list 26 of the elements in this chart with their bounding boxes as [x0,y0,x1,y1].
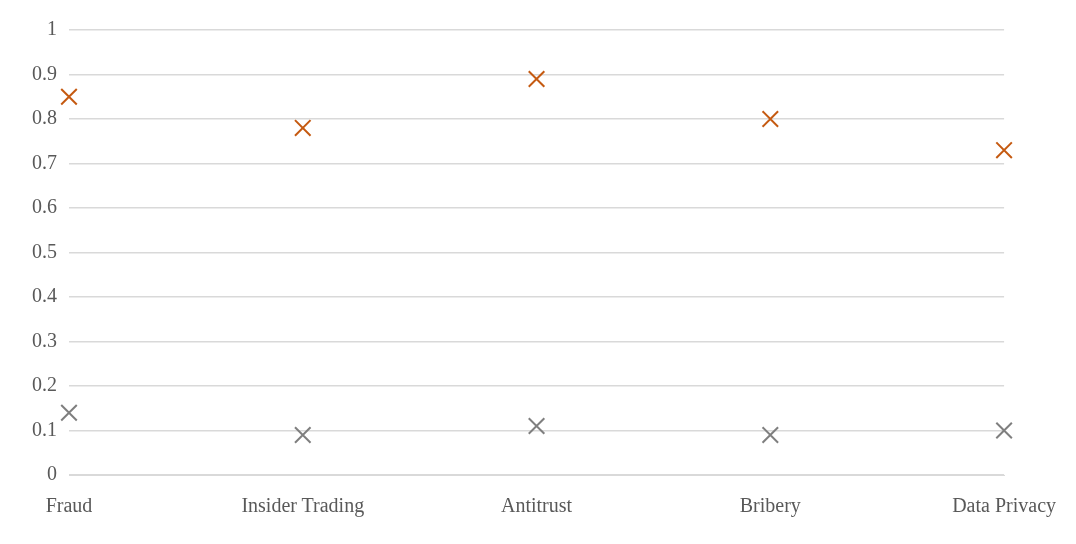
point [60,403,78,422]
x-tick-label: Insider Trading [241,494,365,518]
point [527,70,546,88]
point [995,141,1013,159]
point [293,426,312,444]
x-tick-label: Data Privacy [952,494,1057,518]
point [60,87,78,106]
y-tick-label: 0.8 [32,106,57,129]
y-tick-label: 0.2 [32,373,57,396]
point [761,426,780,444]
y-tick-label: 0.7 [32,150,57,173]
y-tick-label: 0.6 [32,195,57,218]
y-tick-label: 0.1 [32,417,57,440]
y-tick-label: 0.3 [32,328,57,351]
point [761,110,780,128]
x-tick-label: Antitrust [500,494,573,517]
y-tick-label: 0.9 [32,61,57,84]
y-tick-label: 0.4 [32,284,57,307]
x-tick-label: Fraud [45,494,93,517]
point [293,119,312,137]
x-tick-label: Bribery [739,494,801,518]
point [995,421,1013,440]
y-tick-label: 0.5 [32,239,57,262]
y-tick-label: 0 [47,462,57,485]
y-tick-label: 1 [47,17,57,40]
point [527,417,546,435]
